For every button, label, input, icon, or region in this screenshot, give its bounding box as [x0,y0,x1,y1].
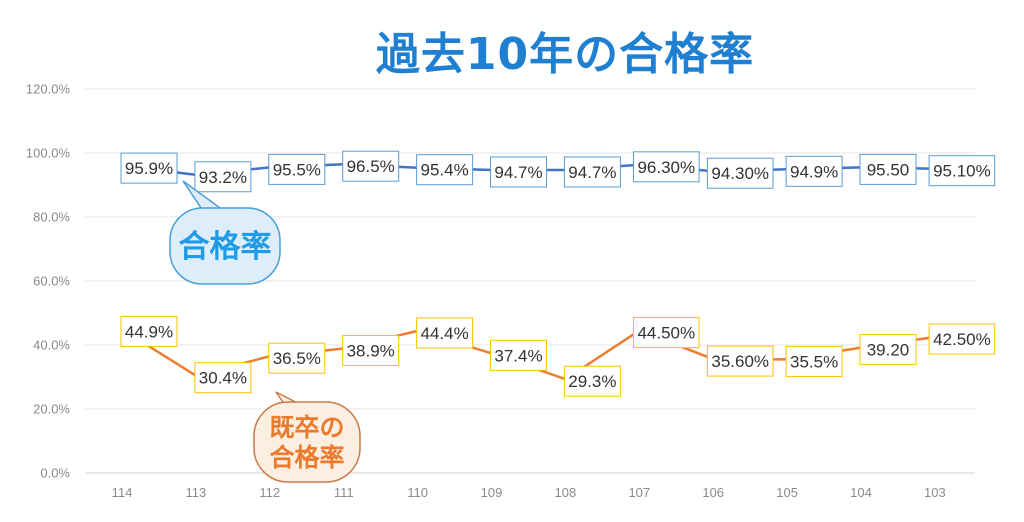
y-tick-label: 80.0% [33,210,70,225]
data-label-box [563,365,621,397]
data-label: 94.9% [790,162,838,181]
x-tick-label: 113 [186,485,207,500]
data-label-box [416,317,474,349]
data-label: 95.9% [125,159,173,178]
callout-seam [212,215,232,226]
callout-text: 既卒の [269,413,344,442]
data-label-box [706,157,774,189]
data-label: 38.9% [347,342,395,361]
data-label: 29.3% [568,372,616,391]
x-tick-label: 109 [481,485,503,500]
data-label: 35.60% [711,352,769,371]
x-tick-label: 106 [702,485,724,500]
callout-body [169,207,281,285]
data-label-box [416,154,474,186]
data-label-box [928,155,996,187]
data-label: 94.7% [568,163,616,182]
data-label: 96.30% [637,158,695,177]
x-tick-label: 104 [850,485,872,500]
data-label-box [859,153,917,185]
x-tick-label: 114 [112,485,133,500]
data-label: 44.50% [637,324,695,343]
data-label: 94.7% [494,163,542,182]
data-label-box [490,156,547,188]
data-label: 36.5% [273,349,321,368]
data-label-box [928,323,996,355]
data-label-box [268,342,326,374]
series-callout-0: 合格率 [169,180,281,285]
data-label: 95.4% [420,161,468,180]
data-label-box [342,150,400,182]
y-tick-label: 40.0% [33,338,70,353]
data-label-box [785,345,843,377]
x-tick-label: 112 [259,485,280,500]
x-tick-label: 108 [555,485,577,500]
data-label: 44.4% [420,324,468,343]
x-tick-label: 103 [924,485,946,500]
y-tick-label: 60.0% [33,274,70,289]
data-label-box [633,151,700,183]
callout-text: 合格率 [179,229,272,265]
y-tick-label: 0.0% [40,466,70,481]
data-label-box [120,152,178,184]
y-tick-label: 120.0% [26,82,71,97]
data-label-box [563,156,621,188]
data-label: 95.10% [933,162,991,181]
y-tick-label: 20.0% [33,402,70,417]
data-label: 30.4% [199,369,247,388]
x-tick-label: 105 [776,485,798,500]
data-label-box [194,362,252,394]
callout-body [253,401,361,483]
data-label-box [785,155,843,187]
data-label-box [268,153,326,185]
callout-text: 合格率 [269,443,344,472]
data-label-box [633,317,700,349]
data-label-box [194,161,252,193]
data-label: 93.2% [199,168,247,187]
data-label: 39.20 [867,341,910,360]
data-label-box [490,339,547,371]
data-label-box [706,345,774,377]
data-label: 94.30% [711,164,769,183]
callout-seam [295,410,314,420]
x-tick-label: 110 [407,485,428,500]
data-label: 95.50 [867,160,910,179]
data-label: 37.4% [494,346,542,365]
data-label-box [120,315,178,347]
data-label: 35.5% [790,352,838,371]
data-label-box [859,334,917,366]
x-tick-label: 111 [334,485,354,500]
data-label: 96.5% [347,157,395,176]
chart-title: 過去10年の合格率 [375,29,755,80]
x-tick-label: 107 [628,485,650,500]
data-label-box [342,335,400,367]
y-tick-label: 100.0% [26,146,71,161]
data-label: 95.5% [273,160,321,179]
data-label: 44.9% [125,322,173,341]
data-label: 42.50% [933,330,991,349]
